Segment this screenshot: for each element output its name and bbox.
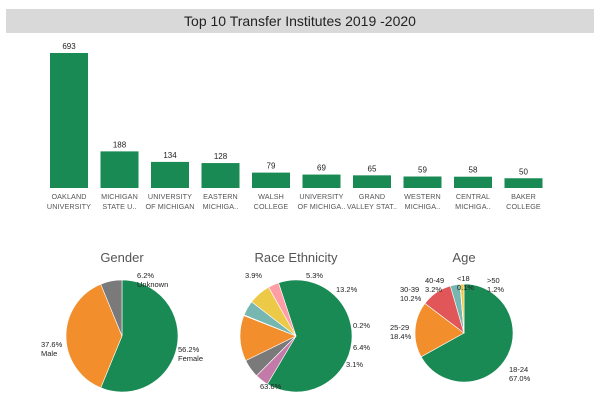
bar-9: [454, 176, 492, 188]
category-label-6-2: OF MICHIGA..: [298, 202, 346, 211]
category-label-3-1: UNIVERSITY: [148, 192, 192, 201]
race-slice-label-2: 3.9%: [245, 271, 262, 280]
gender-slice-name-2: Male: [41, 349, 57, 358]
age-slice-name-2: 18.4%: [390, 332, 412, 341]
age-slice-name-4: 3.2%: [425, 285, 442, 294]
category-label-9-1: CENTRAL: [456, 192, 490, 201]
age-slice-name-6: 1.2%: [487, 285, 504, 294]
age-slice-label-4: 40-49: [425, 276, 444, 285]
age-slice-name-3: 10.2%: [400, 294, 422, 303]
race-slice-label-7: 6.4%: [353, 343, 370, 352]
category-label-7-2: VALLEY STAT..: [347, 202, 397, 211]
bar-1: [50, 53, 88, 188]
bar-value-label-7: 65: [368, 164, 377, 173]
gender-slice-2: [65, 283, 123, 389]
gender-slice-3: [100, 279, 123, 337]
category-label-8-1: WESTERN: [404, 192, 441, 201]
category-label-4-2: MICHIGA..: [203, 202, 239, 211]
age-pie-title: Age: [452, 250, 475, 265]
category-label-2-1: MICHIGAN: [101, 192, 138, 201]
bar-7: [353, 175, 391, 188]
age-slice-name-1: 67.0%: [509, 374, 531, 383]
bar-value-label-9: 58: [469, 166, 478, 175]
bar-value-label-6: 69: [317, 164, 326, 173]
gender-slice-label-2: 37.6%: [41, 340, 63, 349]
bar-6: [302, 174, 341, 188]
age-slice-label-1: 18-24: [509, 365, 528, 374]
category-label-5-1: WALSH: [258, 192, 284, 201]
gender-slice-name-1: Female: [178, 354, 203, 363]
category-label-6-1: UNIVERSITY: [299, 192, 343, 201]
race-pie-title: Race Ethnicity: [254, 250, 338, 265]
race-slice-label-1: 63.6%: [260, 382, 282, 391]
bar-value-label-8: 59: [418, 166, 427, 175]
category-label-8-2: MICHIGA..: [405, 202, 441, 211]
bar-2: [100, 151, 139, 188]
age-slice-name-5: 0.1%: [457, 283, 474, 292]
category-label-2-2: STATE U..: [102, 202, 136, 211]
race-slice-label-5: 0.2%: [353, 321, 370, 330]
bar-3: [151, 161, 189, 188]
bar-value-label-3: 134: [163, 151, 177, 160]
age-slice-label-3: 30-39: [400, 285, 419, 294]
gender-pie-title: Gender: [100, 250, 144, 265]
category-label-10-2: COLLEGE: [506, 202, 541, 211]
category-label-5-2: COLLEGE: [254, 202, 289, 211]
category-label-3-2: OF MICHIGAN: [145, 202, 194, 211]
bar-value-label-10: 50: [519, 167, 528, 176]
category-label-1-1: OAKLAND: [51, 192, 86, 201]
race-slice-1: [266, 279, 353, 393]
dashboard-title: Top 10 Transfer Institutes 2019 -2020: [6, 9, 594, 33]
age-slice-1: [420, 283, 514, 383]
category-label-7-1: GRAND: [359, 192, 385, 201]
bar-value-label-1: 693: [62, 42, 76, 51]
gender-slice-1: [100, 279, 179, 393]
bar-value-label-2: 188: [113, 140, 127, 149]
gender-slice-label-1: 56.2%: [178, 345, 200, 354]
age-slice-label-2: 25-29: [390, 323, 409, 332]
bar-value-label-4: 128: [214, 152, 228, 161]
age-slice-label-5: <18: [457, 274, 470, 283]
category-label-1-2: UNIVERSITY: [47, 202, 91, 211]
bar-10: [504, 178, 543, 188]
category-label-9-2: MICHIGA..: [455, 202, 491, 211]
gender-slice-label-3: 6.2%: [137, 271, 154, 280]
category-label-4-1: EASTERN: [203, 192, 238, 201]
gender-slice-name-3: Unknown: [137, 280, 168, 289]
category-label-10-1: BAKER: [511, 192, 536, 201]
age-slice-label-6: >50: [487, 276, 500, 285]
bar-4: [201, 163, 240, 188]
race-slice-8: [268, 282, 297, 337]
bar-5: [252, 172, 290, 188]
race-slice-label-3: 5.3%: [306, 271, 323, 280]
race-slice-label-4: 13.2%: [336, 285, 358, 294]
age-slice-6: [459, 283, 465, 334]
bar-8: [403, 176, 442, 188]
bar-value-label-5: 79: [267, 162, 276, 171]
age-slice-2: [414, 302, 465, 358]
race-slice-label-8: 3.1%: [346, 360, 363, 369]
